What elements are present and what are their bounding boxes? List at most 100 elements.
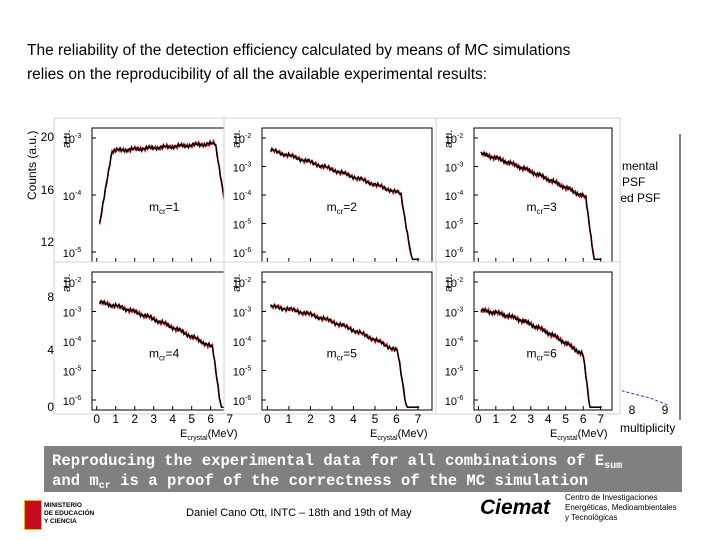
x-tick-label: 5 bbox=[562, 412, 569, 426]
ministry-line: Y CIENCIA bbox=[44, 518, 77, 525]
tick-exp: -6 bbox=[457, 247, 463, 254]
y-label: a.u. bbox=[61, 274, 73, 292]
label-base: m bbox=[149, 200, 159, 214]
x-tick-label: 4 bbox=[350, 412, 357, 426]
spectrum-curve bbox=[270, 303, 420, 408]
label-base: m bbox=[149, 347, 159, 361]
ministry-line: MINISTERIO bbox=[44, 502, 82, 509]
tick-base: 10 bbox=[63, 278, 75, 290]
bg-x-tick-label: 9 bbox=[662, 403, 669, 417]
tick-exp: -4 bbox=[245, 190, 251, 197]
tick-exp: -6 bbox=[457, 395, 463, 402]
bg-y-tick-label: 16 bbox=[41, 183, 55, 197]
tick-exp: -6 bbox=[245, 247, 251, 254]
label-sub: cr bbox=[159, 354, 166, 363]
x-label: Ecrystal(MeV) bbox=[550, 428, 608, 442]
y-tick-label: 10-5 bbox=[445, 219, 464, 232]
tick-exp: -5 bbox=[457, 219, 463, 226]
tick-exp: -2 bbox=[75, 277, 81, 284]
banner-subscript: cr bbox=[98, 481, 111, 492]
tick-exp: -3 bbox=[245, 307, 251, 314]
y-tick-label: 10-5 bbox=[233, 366, 252, 379]
tick-base: 10 bbox=[63, 308, 75, 320]
y-tick-label: 10-6 bbox=[445, 247, 464, 260]
label-base: m bbox=[327, 200, 337, 214]
label-base: E bbox=[370, 428, 377, 440]
y-tick-label: 10-5 bbox=[233, 219, 252, 232]
ministry-line: DE EDUCACIÓN bbox=[44, 510, 95, 517]
institute: Centro de Investigaciones Energéticas, M… bbox=[565, 493, 677, 523]
tick-base: 10 bbox=[445, 191, 457, 203]
label-base: m bbox=[526, 200, 536, 214]
label-sub: crystal bbox=[557, 435, 578, 442]
tick-exp: -4 bbox=[75, 336, 81, 343]
spectrum-curve bbox=[98, 299, 231, 408]
tick-base: 10 bbox=[445, 163, 457, 175]
y-tick-label: 10-4 bbox=[445, 190, 464, 203]
bg-x-tick-label: 8 bbox=[629, 403, 636, 417]
x-tick-label: 2 bbox=[307, 412, 314, 426]
spectrum-curve bbox=[480, 306, 602, 408]
bg-legend-text: ted PSF bbox=[617, 191, 660, 205]
tick-exp: -2 bbox=[245, 277, 251, 284]
tick-base: 10 bbox=[63, 248, 75, 260]
intro-line: The reliability of the detection efficie… bbox=[27, 42, 571, 59]
x-tick-label: 4 bbox=[545, 412, 552, 426]
label-rest: =5 bbox=[343, 347, 357, 361]
label-rest: =3 bbox=[543, 200, 557, 214]
intro-line: relies on the reproducibility of all the… bbox=[27, 66, 488, 83]
tick-base: 10 bbox=[445, 134, 457, 146]
tick-base: 10 bbox=[233, 396, 245, 408]
label-sub: crystal bbox=[187, 435, 208, 442]
tick-exp: -5 bbox=[457, 366, 463, 373]
tick-exp: -5 bbox=[245, 219, 251, 226]
tick-exp: -2 bbox=[245, 133, 251, 140]
y-label: a.u. bbox=[443, 130, 455, 148]
y-tick-label: 10-6 bbox=[445, 395, 464, 408]
x-tick-label: 0 bbox=[93, 412, 100, 426]
panel-label: mcr=5 bbox=[327, 347, 358, 363]
x-tick-label: 3 bbox=[329, 412, 336, 426]
tick-base: 10 bbox=[63, 337, 75, 349]
institute-line: Energéticas, Medioambientales bbox=[565, 503, 677, 512]
tick-exp: -4 bbox=[457, 336, 463, 343]
banner-text: and m bbox=[52, 472, 99, 490]
y-tick-label: 10-4 bbox=[233, 190, 252, 203]
tick-exp: -6 bbox=[245, 395, 251, 402]
label-sub: cr bbox=[159, 207, 166, 216]
x-tick-label: 5 bbox=[188, 412, 195, 426]
panel-frame bbox=[261, 271, 433, 411]
panel-label: mcr=3 bbox=[526, 200, 557, 216]
bg-legend-text: mental bbox=[622, 159, 658, 173]
bg-y-tick-label: 20 bbox=[41, 130, 55, 144]
bg-y-tick-label: 4 bbox=[47, 343, 54, 357]
institute-line: Centro de Investigaciones bbox=[565, 493, 658, 502]
panel-frame bbox=[473, 127, 613, 263]
tick-base: 10 bbox=[445, 308, 457, 320]
label-base: E bbox=[550, 428, 557, 440]
tick-exp: -4 bbox=[457, 190, 463, 197]
y-tick-label: 10-3 bbox=[233, 307, 252, 320]
y-tick-label: 10-3 bbox=[233, 162, 252, 175]
banner-text: Reproducing the experimental data for al… bbox=[52, 452, 605, 470]
y-tick-label: 10-2 bbox=[233, 277, 252, 290]
y-label: a.u. bbox=[231, 130, 243, 148]
tick-exp: -3 bbox=[457, 162, 463, 169]
panel-label: mcr=4 bbox=[149, 347, 180, 363]
y-tick-label: 10-4 bbox=[63, 190, 82, 203]
panel-label: mcr=1 bbox=[149, 200, 180, 216]
tick-base: 10 bbox=[63, 396, 75, 408]
x-tick-label: 6 bbox=[580, 412, 587, 426]
tick-base: 10 bbox=[233, 278, 245, 290]
banner-line: Reproducing the experimental data for al… bbox=[52, 452, 622, 472]
x-label: Ecrystal(MeV) bbox=[370, 428, 428, 442]
y-label: a.u. bbox=[231, 274, 243, 292]
panel-label: mcr=6 bbox=[526, 347, 557, 363]
bg-y-tick-label: 12 bbox=[41, 235, 55, 249]
bg-y-tick-label: 8 bbox=[47, 290, 54, 304]
x-tick-label: 1 bbox=[492, 412, 499, 426]
x-tick-label: 7 bbox=[226, 412, 233, 426]
panel-frame bbox=[473, 271, 613, 411]
tick-exp: -3 bbox=[75, 307, 81, 314]
